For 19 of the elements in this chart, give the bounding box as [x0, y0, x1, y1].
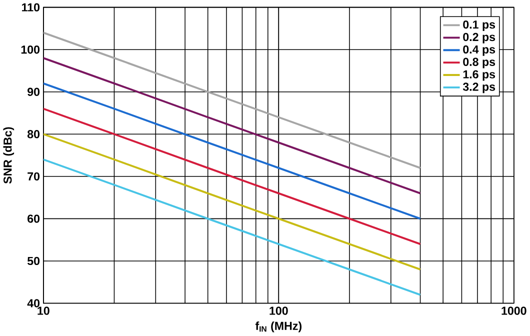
y-tick-label: 70 — [28, 172, 40, 181]
y-tick-label: 80 — [27, 130, 40, 138]
legend-label: 0.8 ps — [463, 58, 496, 69]
legend-label: 0.4 ps — [463, 46, 496, 56]
x-axis-title: f$_{IN}$ (MHz) — [255, 322, 302, 333]
y-tick-label: 100 — [21, 46, 40, 54]
y-tick-label: 40 — [27, 299, 40, 308]
y-tick-label: 60 — [28, 214, 40, 224]
x-tick-label: 1000 — [502, 306, 526, 316]
y-tick-label: 90 — [28, 88, 40, 96]
legend-label: 1.6 ps — [463, 70, 496, 81]
y-tick-label: 110 — [22, 3, 40, 12]
legend-label: 0.2 ps — [463, 33, 496, 44]
legend-label: 3.2 ps — [462, 82, 496, 94]
x-tick-label: 10 — [38, 306, 50, 316]
legend-label: 0.1 ps — [463, 20, 496, 32]
y-tick-label: 50 — [27, 257, 40, 266]
y-axis-title: SNR (dBc) — [3, 127, 14, 184]
x-tick-label: 100 — [270, 306, 288, 316]
